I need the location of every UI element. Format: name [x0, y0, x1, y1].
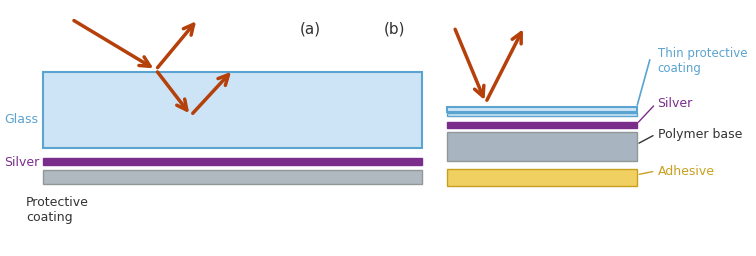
FancyBboxPatch shape: [447, 107, 637, 112]
Text: (b): (b): [383, 22, 405, 37]
Text: Protective
coating: Protective coating: [26, 196, 88, 224]
FancyBboxPatch shape: [447, 168, 637, 186]
FancyBboxPatch shape: [447, 132, 637, 161]
FancyBboxPatch shape: [44, 158, 423, 165]
Text: Adhesive: Adhesive: [658, 165, 714, 178]
FancyBboxPatch shape: [447, 113, 637, 116]
Text: Silver: Silver: [5, 156, 39, 169]
Text: Polymer base: Polymer base: [658, 128, 742, 141]
Text: Silver: Silver: [658, 98, 692, 110]
Text: Glass: Glass: [5, 113, 39, 126]
Text: (a): (a): [299, 22, 321, 37]
Text: Thin protective
coating: Thin protective coating: [658, 47, 747, 75]
FancyBboxPatch shape: [44, 72, 423, 148]
FancyBboxPatch shape: [447, 122, 637, 128]
FancyBboxPatch shape: [44, 170, 423, 184]
